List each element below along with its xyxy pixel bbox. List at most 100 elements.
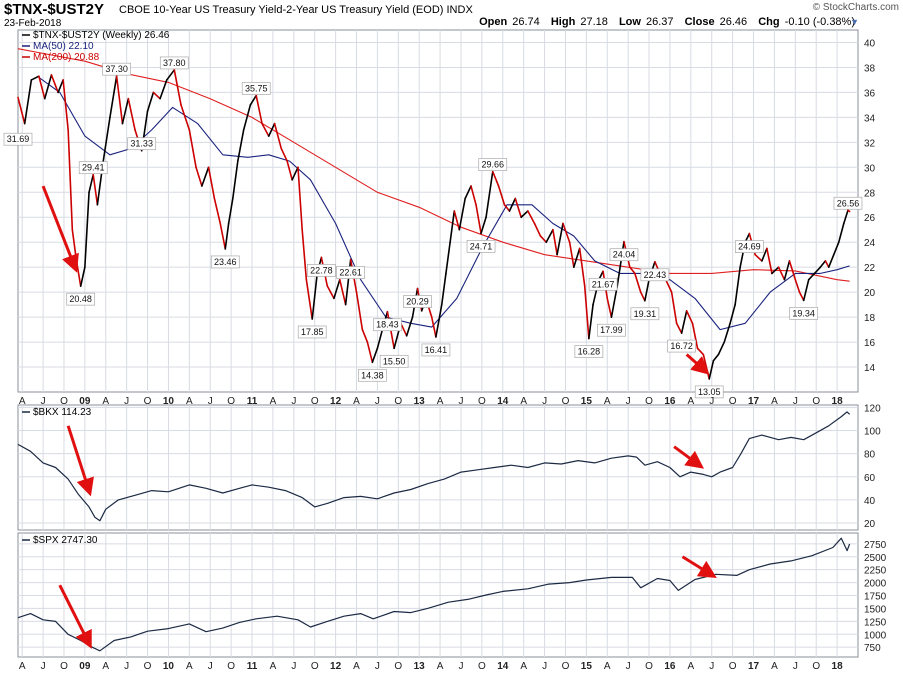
yield-segment	[696, 347, 705, 356]
yield-segment	[729, 303, 736, 325]
yield-segment	[146, 91, 155, 112]
open-value: 26.74	[512, 16, 540, 28]
yield-segment	[115, 75, 124, 125]
yield-segment	[207, 166, 216, 200]
yield-segment	[405, 316, 414, 337]
x-tick-label: A	[270, 661, 277, 672]
point-label-box	[241, 82, 271, 95]
yield-segment	[837, 222, 845, 244]
x-tick-label: A	[771, 661, 778, 672]
point-label-text: 19.31	[634, 309, 657, 319]
point-label-text: 20.48	[69, 294, 92, 304]
point-label-box	[78, 161, 108, 175]
point-label-box	[210, 255, 240, 269]
x-tick-label: J	[208, 396, 213, 407]
chart-description: CBOE 10-Year US Treasury Yield-2-Year US…	[119, 4, 473, 16]
yield-segment	[813, 266, 822, 275]
point-label-box	[597, 323, 626, 337]
yield-segment	[503, 203, 511, 212]
x-tick-label: 11	[247, 661, 258, 672]
x-tick-label: O	[562, 661, 570, 672]
chg-label: Chg	[758, 16, 780, 28]
ticker-symbol[interactable]: $TNX-$UST2Y	[4, 1, 105, 18]
x-tick-label: 14	[497, 396, 509, 407]
yield-segment	[470, 185, 477, 206]
yield-segment	[232, 160, 239, 200]
yield-segment	[237, 129, 245, 162]
low-value: 26.37	[646, 16, 674, 28]
point-label-box	[66, 292, 96, 306]
x-tick-label: A	[687, 661, 694, 672]
yield-segment	[127, 97, 136, 131]
x-tick-label: A	[102, 396, 109, 407]
ohlc-readout: Open 26.74 High 27.18 Low 26.37 Close 26…	[477, 16, 861, 28]
point-label-text: 23.46	[214, 257, 237, 267]
y-tick-label: 20	[864, 519, 876, 530]
x-tick-label: 15	[581, 661, 593, 672]
price-line-1	[17, 411, 851, 522]
yield-segment	[842, 209, 849, 225]
legend-entry: $TNX-$UST2Y (Weekly) 26.46	[33, 30, 170, 41]
point-label: 16.41	[421, 343, 451, 357]
annotation-arrow	[41, 185, 79, 273]
point-label-box	[297, 325, 327, 339]
low-label: Low	[618, 16, 641, 28]
chevron-down-icon[interactable]: ▼	[850, 17, 859, 27]
yield-segment	[213, 197, 222, 225]
point-label: 17.99	[597, 323, 626, 337]
point-label-box	[358, 368, 387, 382]
yield-segment	[664, 278, 673, 293]
point-label-box	[734, 240, 764, 253]
yield-segment	[195, 166, 203, 187]
x-tick-label: 13	[414, 661, 426, 672]
yield-segment	[301, 228, 308, 281]
yield-segment	[527, 210, 536, 225]
yield-segment	[255, 94, 263, 125]
x-tick-label: O	[478, 396, 486, 407]
x-tick-label: O	[645, 396, 653, 407]
y-tick-label: 36	[864, 88, 876, 99]
yield-segment	[109, 75, 118, 119]
point-label-box	[379, 354, 409, 368]
x-tick-label: O	[227, 661, 235, 672]
point-label: 19.34	[789, 307, 819, 320]
point-label: 13.05	[694, 385, 724, 399]
yield-segment	[88, 173, 95, 194]
y-tick-label: 2750	[864, 540, 887, 551]
yield-segment	[305, 278, 314, 320]
yield-segment	[84, 191, 90, 268]
x-tick-label: 13	[414, 396, 426, 407]
yield-segment	[173, 69, 182, 106]
y-tick-label: 22	[864, 263, 876, 274]
yield-segment	[286, 160, 293, 181]
yield-segment	[79, 266, 86, 287]
yield-segment	[578, 247, 586, 287]
point-label: 17.85	[297, 325, 327, 339]
x-tick-label: J	[375, 396, 380, 407]
point-label-box	[640, 268, 670, 282]
x-tick-label: J	[709, 661, 714, 672]
y-tick-label: 120	[864, 403, 881, 414]
yield-segment	[761, 247, 768, 262]
y-tick-label: 28	[864, 188, 876, 199]
brand-label[interactable]: © StockCharts.com	[812, 2, 899, 13]
yield-segment	[675, 322, 683, 334]
yield-segment	[798, 291, 805, 302]
point-label: 18.43	[373, 318, 402, 332]
yield-segment	[188, 129, 197, 169]
x-tick-label: A	[771, 396, 778, 407]
yield-segment	[227, 197, 234, 225]
yield-segment	[475, 203, 482, 235]
point-label-text: 20.29	[406, 297, 429, 307]
x-tick-label: J	[458, 661, 463, 672]
y-tick-label: 32	[864, 138, 876, 149]
point-label-text: 22.43	[644, 270, 667, 280]
yield-segment	[371, 347, 379, 364]
y-tick-label: 2500	[864, 553, 887, 564]
panel-0-frame	[17, 29, 859, 393]
yield-segment	[121, 97, 130, 125]
y-tick-label: 14	[864, 363, 876, 374]
point-label: 22.61	[336, 266, 366, 279]
x-tick-label: O	[311, 661, 319, 672]
x-tick-label: 12	[330, 661, 342, 672]
